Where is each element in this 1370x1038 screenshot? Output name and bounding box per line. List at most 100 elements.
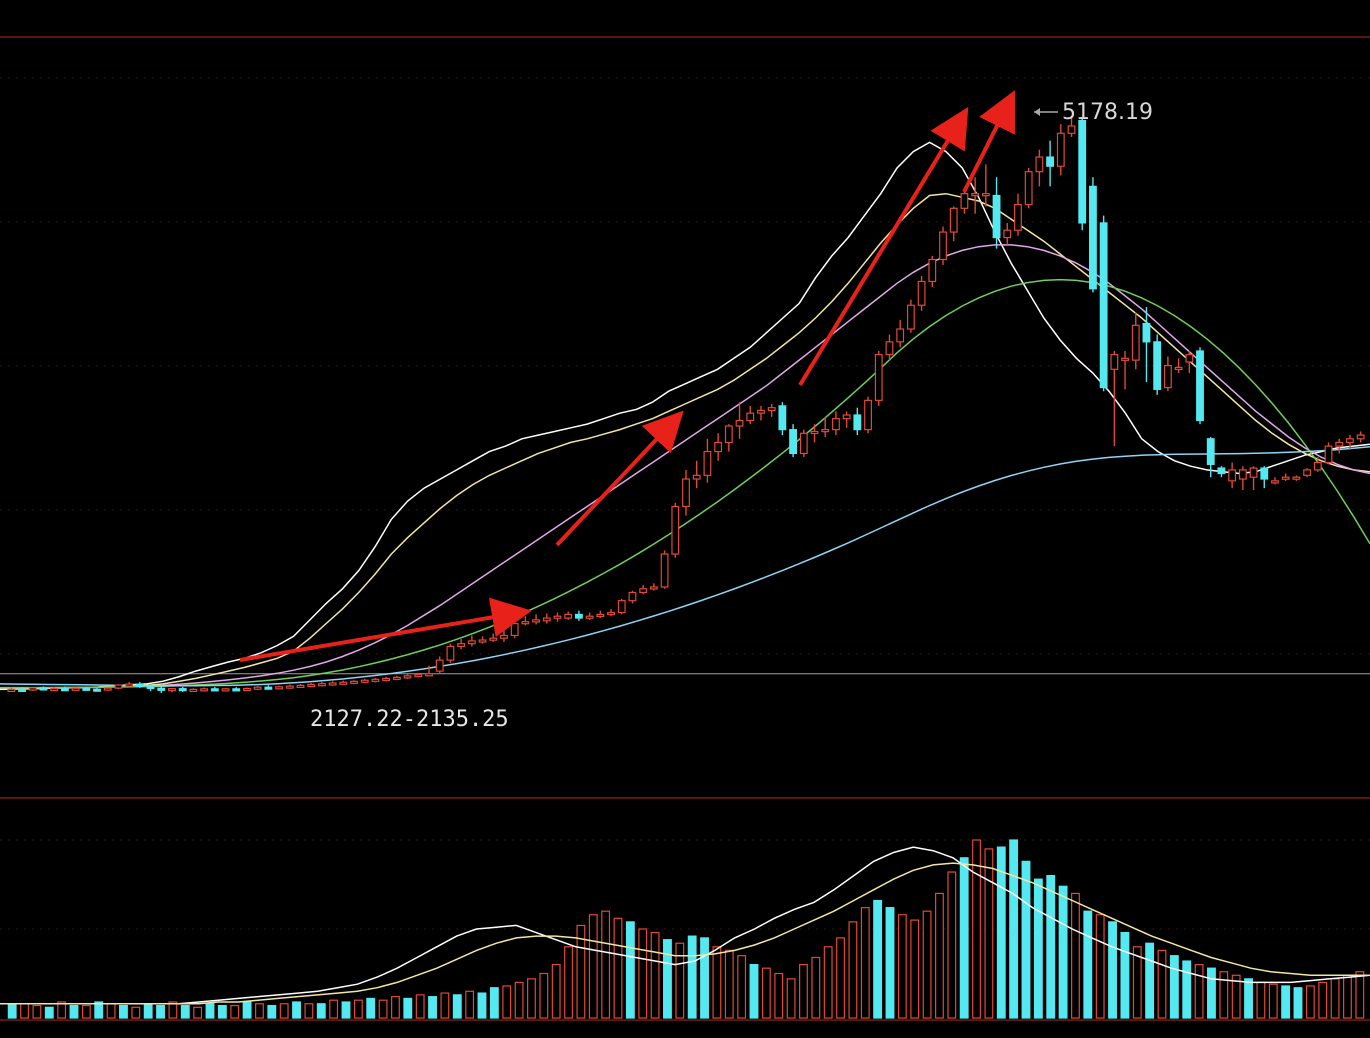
candle-body-down bbox=[93, 688, 101, 692]
candle bbox=[1346, 435, 1354, 450]
volume-bar-up bbox=[786, 978, 796, 1019]
candle-body-up bbox=[1292, 476, 1301, 480]
volume-bar-down bbox=[292, 1001, 301, 1019]
volume-bar-down bbox=[1058, 885, 1068, 1019]
volume-bar-down bbox=[217, 1004, 227, 1019]
candle-body-up bbox=[500, 634, 508, 639]
candle bbox=[328, 681, 337, 686]
candle-body-up bbox=[810, 430, 819, 435]
volume-bar-up bbox=[20, 1003, 29, 1019]
volume-bar-up bbox=[650, 931, 660, 1019]
candle bbox=[746, 405, 755, 425]
candle-body-down bbox=[157, 687, 166, 691]
candle-body-up bbox=[885, 341, 894, 356]
candle-body-up bbox=[307, 683, 316, 688]
volume-bar-down bbox=[180, 1004, 190, 1019]
candle-body-up bbox=[767, 407, 776, 412]
candle-body-up bbox=[1335, 441, 1344, 447]
candle bbox=[617, 598, 626, 615]
candle bbox=[125, 682, 134, 687]
candle bbox=[50, 687, 59, 692]
candle-body-up bbox=[125, 683, 134, 687]
volume-bar-up bbox=[935, 892, 944, 1019]
volume-bar-up bbox=[279, 1003, 289, 1019]
volume-bar-up bbox=[972, 839, 981, 1019]
candle-body-up bbox=[1281, 476, 1290, 480]
candle-body-up bbox=[864, 399, 872, 431]
volume-bar-up bbox=[1219, 971, 1229, 1019]
volume-bar-up bbox=[613, 917, 623, 1019]
candle-body-up bbox=[50, 688, 59, 692]
candle bbox=[371, 678, 380, 683]
volume-bar-down bbox=[700, 937, 709, 1019]
candle-body-down bbox=[135, 683, 144, 688]
candle-body-up bbox=[382, 677, 391, 682]
candle bbox=[135, 682, 144, 688]
volume-bar-up bbox=[255, 1003, 264, 1019]
candle-body-up bbox=[1249, 467, 1258, 478]
volume-bar-up bbox=[415, 994, 425, 1019]
candle-body-up bbox=[285, 685, 294, 689]
line-ma60 bbox=[0, 446, 1370, 687]
volume-bar-up bbox=[1095, 914, 1105, 1019]
volume-bar-down bbox=[996, 846, 1006, 1019]
candle bbox=[1163, 356, 1172, 392]
candle-body-up bbox=[253, 686, 262, 690]
candle bbox=[1185, 350, 1194, 373]
candle-body-up bbox=[71, 687, 80, 691]
candle bbox=[114, 684, 123, 690]
volume-bar-up bbox=[440, 992, 450, 1019]
candle-body-up bbox=[1035, 156, 1044, 173]
candle-body-up bbox=[425, 673, 433, 677]
candle-body-up bbox=[607, 611, 615, 616]
candle-body-up bbox=[832, 418, 840, 431]
volume-bar-down bbox=[1033, 878, 1043, 1019]
volume-bar-down bbox=[1244, 978, 1253, 1019]
candle bbox=[735, 402, 744, 439]
candle bbox=[692, 460, 701, 489]
candle bbox=[553, 612, 562, 622]
candle-body-up bbox=[906, 304, 915, 330]
candle-body-down bbox=[60, 688, 69, 692]
volume-bar-up bbox=[799, 963, 808, 1019]
candle-body-up bbox=[724, 425, 733, 444]
candle bbox=[842, 411, 851, 428]
candle bbox=[1324, 442, 1333, 465]
volume-bar-up bbox=[860, 907, 870, 1019]
volume-bar-up bbox=[193, 1006, 203, 1019]
volume-bar-up bbox=[329, 999, 339, 1019]
candle bbox=[1046, 140, 1055, 187]
candle bbox=[1131, 312, 1140, 370]
volume-bar-down bbox=[1169, 955, 1179, 1019]
candle-body-up bbox=[403, 675, 412, 679]
volume-bar-up bbox=[1071, 892, 1080, 1019]
candle bbox=[564, 611, 573, 620]
candle bbox=[757, 405, 765, 421]
candle-body-up bbox=[1303, 469, 1312, 476]
candle bbox=[542, 613, 551, 624]
candle bbox=[168, 687, 176, 693]
candle-body-up bbox=[564, 613, 573, 619]
candle-body-down bbox=[178, 688, 187, 692]
candle-body-up bbox=[553, 615, 562, 619]
candle-body-up bbox=[467, 640, 476, 645]
volume-bar-up bbox=[1318, 981, 1328, 1019]
candle bbox=[1174, 358, 1183, 373]
volume-bar-down bbox=[1046, 874, 1056, 1019]
candle-body-up bbox=[243, 687, 251, 692]
volume-bar-up bbox=[984, 848, 994, 1019]
candle-body-up bbox=[339, 681, 348, 685]
line-ma30 bbox=[0, 278, 1370, 689]
volume-bar-down bbox=[625, 921, 635, 1019]
candle-body-up bbox=[317, 683, 326, 687]
volume-bar-down bbox=[959, 857, 969, 1019]
candle bbox=[810, 424, 819, 443]
candle-body-up bbox=[1003, 229, 1012, 239]
candle-body-down bbox=[1099, 222, 1108, 389]
candle-body-up bbox=[478, 639, 487, 643]
candle bbox=[7, 687, 16, 692]
candle bbox=[778, 402, 787, 436]
trend-arrow-3 bbox=[798, 106, 969, 387]
volume-bar-down bbox=[1293, 987, 1303, 1019]
candle-body-up bbox=[660, 553, 669, 588]
